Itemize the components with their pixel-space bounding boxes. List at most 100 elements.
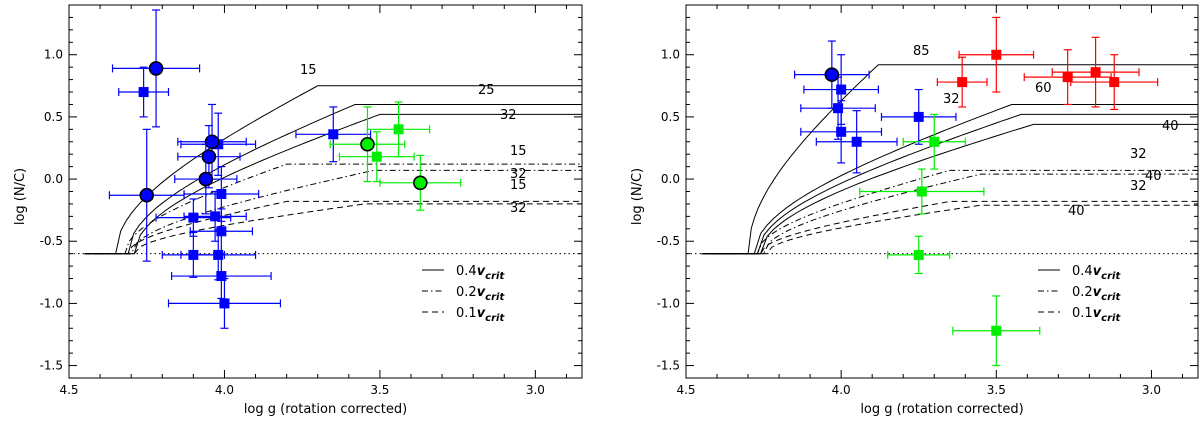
- track-label: 32: [510, 201, 527, 216]
- data-point: [189, 208, 254, 255]
- legend-label: 0.4vcrit: [1072, 264, 1121, 282]
- track-label: 40: [1068, 204, 1085, 219]
- y-tick-label: 0.0: [661, 172, 680, 186]
- legend-label: 0.1vcrit: [1072, 306, 1121, 324]
- track-label: 25: [478, 83, 495, 98]
- square-marker: [1062, 72, 1073, 83]
- data-point: [880, 88, 957, 145]
- data-point: [859, 168, 985, 215]
- circle-marker: [204, 134, 220, 150]
- y-tick-label: 1.0: [661, 48, 680, 62]
- track-label: 15: [510, 144, 527, 159]
- track-label: 32: [943, 92, 960, 107]
- square-marker: [913, 249, 924, 260]
- square-marker: [328, 129, 339, 140]
- data-point: [952, 295, 1041, 367]
- square-marker: [1090, 67, 1101, 78]
- x-tick-label: 3.5: [987, 383, 1006, 397]
- square-marker: [991, 325, 1002, 336]
- data-point: [936, 56, 988, 108]
- legend-label: 0.2vcrit: [456, 285, 505, 303]
- series-green-circles: [329, 106, 462, 211]
- circle-marker: [413, 175, 428, 191]
- x-tick-label: 3.5: [370, 383, 389, 397]
- legend-label: 0.1vcrit: [456, 306, 505, 324]
- circle-marker: [360, 136, 375, 152]
- x-axis-label: log g (rotation corrected): [860, 402, 1023, 417]
- circle-marker: [139, 187, 155, 203]
- data-point: [1070, 54, 1159, 111]
- data-point: [167, 277, 282, 329]
- x-tick-label: 4.0: [832, 383, 851, 397]
- track-solid-32: [84, 113, 582, 255]
- data-point: [111, 9, 201, 128]
- track-label: 85: [913, 44, 930, 59]
- track-solid-32: [701, 113, 1198, 255]
- square-marker: [929, 136, 940, 147]
- series-blue-circles: [794, 40, 870, 109]
- y-tick-label: -1.0: [657, 296, 680, 310]
- x-tick-label: 4.5: [59, 383, 78, 397]
- circle-marker: [198, 171, 214, 187]
- data-point: [379, 154, 462, 211]
- square-marker: [833, 103, 844, 114]
- data-point: [800, 100, 883, 164]
- data-point: [887, 235, 951, 275]
- legend-label: 0.2vcrit: [1072, 285, 1121, 303]
- series-red-squares: [936, 16, 1159, 111]
- legend-label: 0.4vcrit: [456, 264, 505, 282]
- square-marker: [216, 271, 227, 282]
- track-dashed-40: [701, 204, 1198, 255]
- track-solid-25: [84, 104, 582, 255]
- square-marker: [216, 188, 227, 199]
- track-dashed-32: [701, 200, 1198, 255]
- track-dashdot-32: [701, 169, 1198, 255]
- square-marker: [213, 249, 224, 260]
- y-tick-label: -1.5: [657, 359, 680, 373]
- data-point: [174, 143, 238, 215]
- data-point: [815, 110, 898, 174]
- series-blue-squares: [118, 66, 372, 329]
- data-point: [171, 253, 272, 300]
- square-marker: [393, 124, 404, 135]
- data-point: [1051, 36, 1140, 108]
- x-tick-label: 3.0: [1142, 383, 1161, 397]
- x-tick-label: 3.0: [526, 383, 545, 397]
- square-marker: [210, 211, 221, 222]
- y-tick-label: 0.5: [661, 110, 680, 124]
- data-point: [902, 113, 966, 170]
- square-marker: [991, 49, 1002, 60]
- y-tick-label: 0.0: [44, 172, 63, 186]
- circle-marker: [148, 61, 164, 76]
- track-label: 32: [1130, 147, 1147, 162]
- square-marker: [836, 126, 847, 137]
- series-blue-squares: [800, 54, 957, 174]
- track-label: 40: [1162, 119, 1179, 134]
- x-axis-label: log g (rotation corrected): [244, 402, 407, 417]
- square-marker: [371, 151, 382, 162]
- square-marker: [957, 77, 968, 88]
- square-marker: [219, 298, 230, 309]
- y-tick-label: -0.5: [657, 234, 680, 248]
- track-dashdot-32: [84, 169, 582, 255]
- track-label: 32: [500, 108, 517, 123]
- data-point: [108, 128, 185, 262]
- legend: 0.4vcrit 0.2vcrit 0.1vcrit: [1038, 264, 1121, 324]
- track-label: 32: [1130, 179, 1147, 194]
- track-dashed-32: [84, 203, 582, 255]
- track-solid-60: [701, 104, 1198, 255]
- y-axis-label: log (N/C): [13, 168, 28, 225]
- data-point: [329, 106, 406, 183]
- legend: 0.4vcrit 0.2vcrit 0.1vcrit: [422, 264, 505, 324]
- circle-marker: [201, 149, 217, 164]
- data-point: [177, 103, 247, 180]
- square-marker: [851, 136, 862, 147]
- data-point: [958, 16, 1035, 93]
- y-axis-label: log (N/C): [630, 168, 645, 225]
- square-marker: [916, 186, 927, 197]
- x-tick-label: 4.5: [676, 383, 695, 397]
- y-tick-label: 1.0: [44, 48, 63, 62]
- circle-marker: [824, 67, 840, 82]
- track-label: 60: [1035, 81, 1052, 96]
